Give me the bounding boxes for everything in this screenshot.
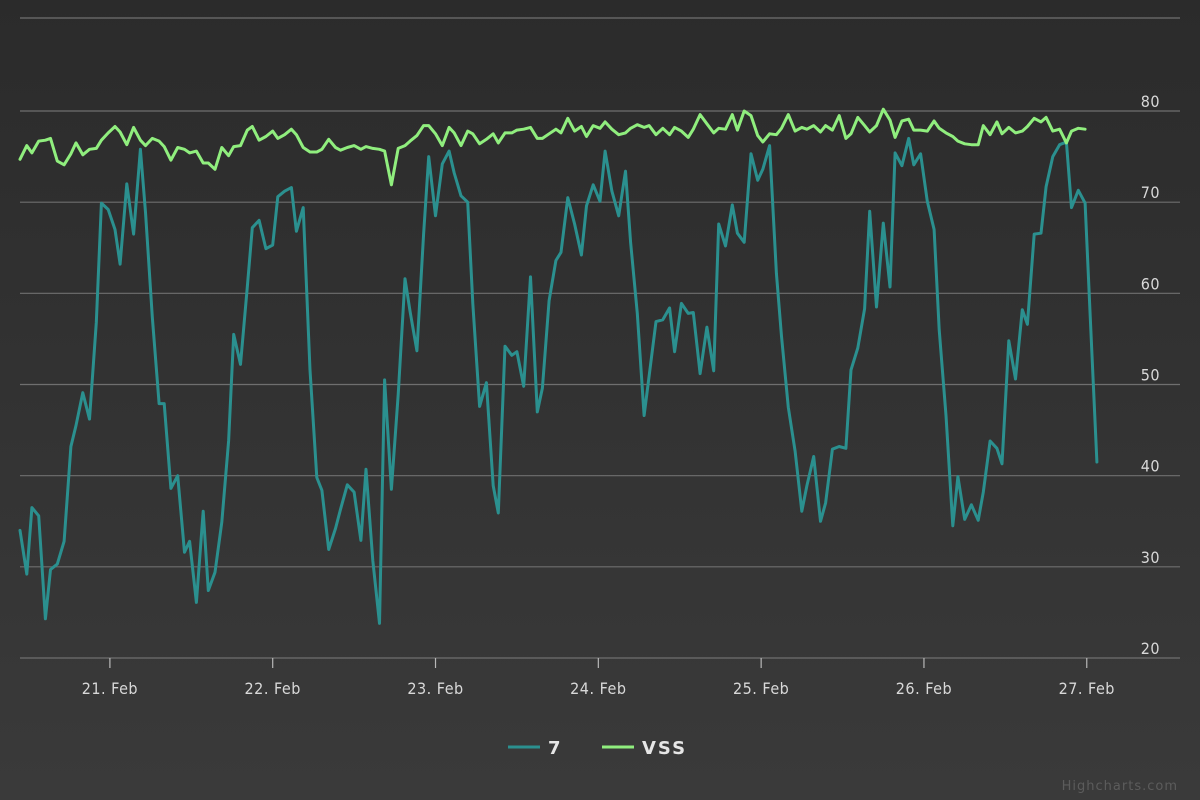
legend-label: VSS <box>642 738 687 759</box>
y-tick-label: 70 <box>1141 183 1160 202</box>
y-tick-label: 60 <box>1141 274 1160 293</box>
y-tick-label: 20 <box>1141 639 1160 658</box>
y-tick-label: 30 <box>1141 548 1160 567</box>
y-tick-label: 40 <box>1141 457 1160 476</box>
legend-item-7[interactable]: 7 <box>508 738 563 759</box>
x-axis: 21. Feb 22. Feb 23. Feb 24. Feb 25. Feb 26. F… <box>82 658 1115 698</box>
x-tick-label: 21. Feb <box>82 679 138 698</box>
series-line-7[interactable] <box>18 136 1099 625</box>
legend: 7 VSS <box>508 738 687 759</box>
y-tick-label: 80 <box>1141 92 1160 111</box>
x-tick-label: 25. Feb <box>733 679 789 698</box>
series-group <box>18 107 1099 625</box>
x-tick-label: 22. Feb <box>245 679 301 698</box>
x-tick-label: 26. Feb <box>896 679 952 698</box>
x-tick-label: 27. Feb <box>1059 679 1115 698</box>
legend-item-vss[interactable]: VSS <box>602 738 687 759</box>
credits-link[interactable]: Highcharts.com <box>1062 779 1178 794</box>
x-tick-label: 24. Feb <box>570 679 626 698</box>
series-line-vss[interactable] <box>18 107 1087 187</box>
x-tick-label: 23. Feb <box>407 679 463 698</box>
y-tick-label: 50 <box>1141 366 1160 385</box>
legend-label: 7 <box>548 738 563 759</box>
grid <box>20 17 1180 659</box>
y-axis: 20 30 40 50 60 70 80 <box>1141 92 1160 658</box>
